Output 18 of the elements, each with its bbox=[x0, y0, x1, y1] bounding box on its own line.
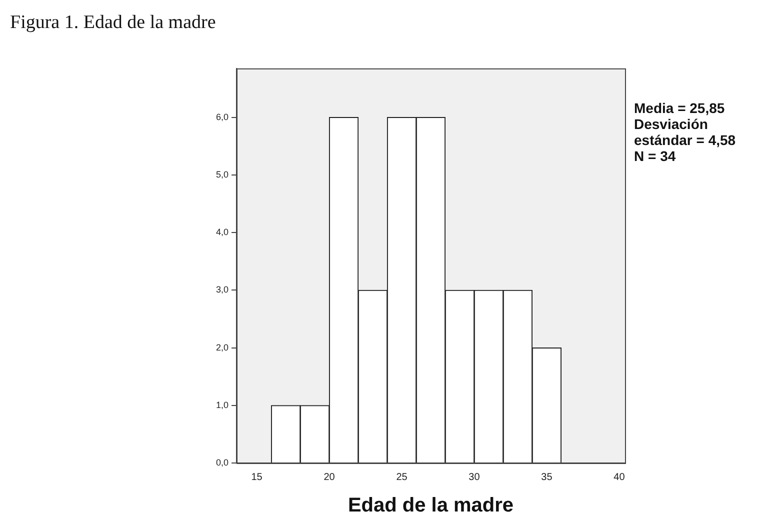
y-tick-label: 6,0 bbox=[216, 112, 229, 122]
y-tick-label: 0,0 bbox=[216, 457, 229, 468]
chart-title: Figura 1. Edad de la madre bbox=[10, 12, 216, 34]
y-tick-label: 4,0 bbox=[216, 227, 229, 238]
x-tick-label: 40 bbox=[614, 472, 626, 483]
text: Media = 25,85 bbox=[634, 100, 726, 116]
y-tick-label: 5,0 bbox=[216, 169, 229, 180]
x-tick-label: 15 bbox=[251, 472, 263, 483]
x-tick-label: 30 bbox=[468, 472, 480, 483]
x-tick-label: 20 bbox=[324, 472, 336, 483]
y-tick-label: 2,0 bbox=[216, 342, 229, 352]
y-tick-label: 3,0 bbox=[216, 284, 229, 295]
x-tick-label: 35 bbox=[541, 472, 553, 483]
text: Desviación estándar = 4,58 bbox=[634, 116, 737, 148]
text: N = 34 bbox=[634, 148, 677, 164]
y-tick-label: 1,0 bbox=[216, 400, 229, 410]
x-axis-title: Edad de la madre bbox=[348, 494, 514, 517]
x-tick-label: 25 bbox=[396, 472, 408, 483]
